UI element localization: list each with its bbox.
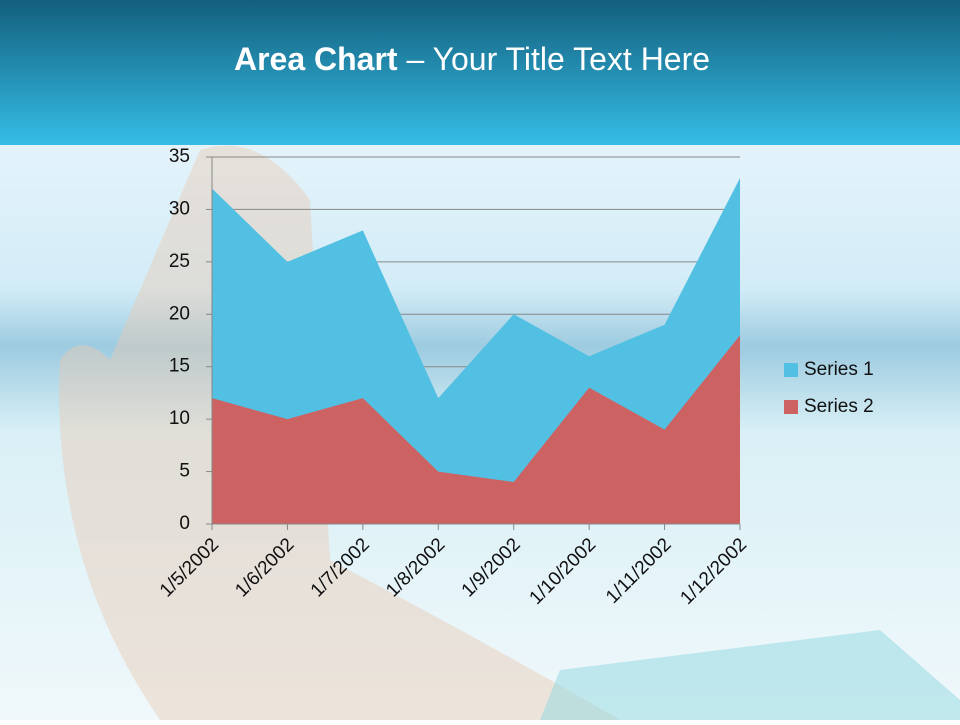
legend-swatch <box>784 400 798 414</box>
y-tick-label: 25 <box>169 251 190 272</box>
y-tick-label: 0 <box>179 513 190 534</box>
y-tick-label: 5 <box>179 461 190 482</box>
y-tick-label: 20 <box>169 303 190 324</box>
legend-label: Series 2 <box>804 396 874 417</box>
decor-feet <box>59 145 620 721</box>
title-bold: Area Chart <box>234 41 398 77</box>
legend-label: Series 1 <box>804 359 874 380</box>
y-tick-label: 10 <box>169 408 190 429</box>
y-tick-label: 35 <box>169 146 190 167</box>
header <box>0 0 960 145</box>
y-tick-label: 15 <box>169 356 190 377</box>
title-rest: – Your Title Text Here <box>406 41 710 77</box>
area <box>212 335 740 524</box>
y-tick-label: 30 <box>169 198 190 219</box>
slide-title: Area Chart – Your Title Text Here <box>234 41 710 77</box>
decor-towel <box>540 630 960 720</box>
legend-swatch <box>784 363 798 377</box>
